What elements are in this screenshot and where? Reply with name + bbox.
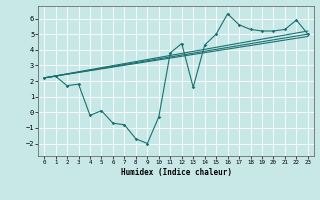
X-axis label: Humidex (Indice chaleur): Humidex (Indice chaleur) xyxy=(121,168,231,177)
